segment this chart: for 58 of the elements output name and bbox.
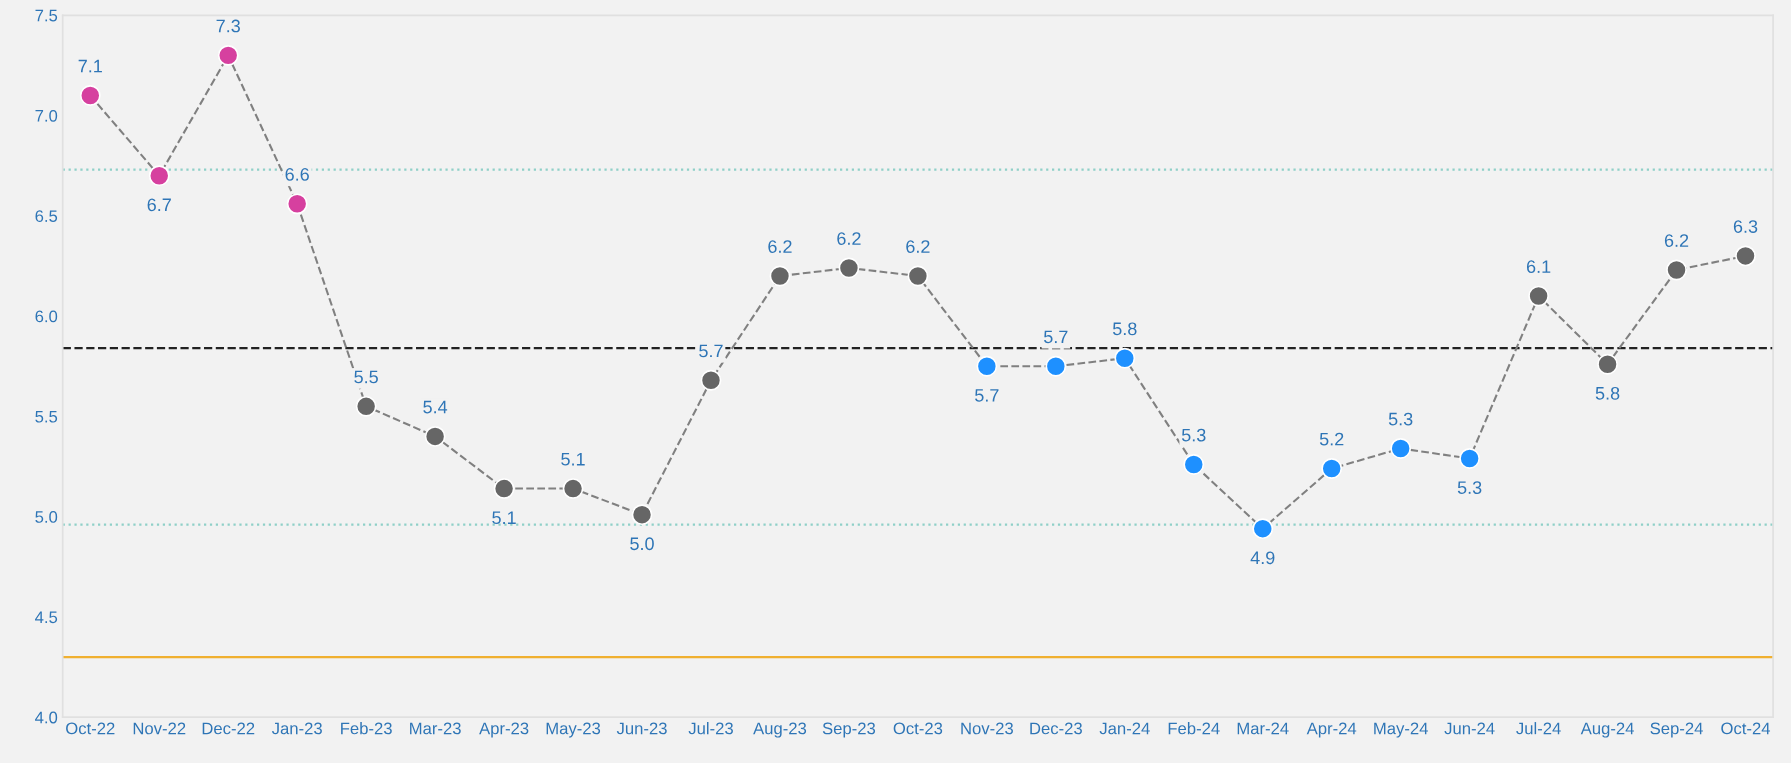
y-tick-label: 6.5 (35, 210, 58, 223)
x-tick-label: Apr-23 (479, 722, 529, 738)
data-label: 5.3 (1457, 481, 1482, 494)
data-label: 6.2 (906, 240, 930, 253)
data-label: 6.7 (147, 198, 171, 212)
x-tick-label: Sep-24 (1650, 722, 1703, 738)
x-tick-label: Sep-23 (822, 722, 876, 738)
x-tick-label: Oct-23 (893, 722, 943, 735)
x-tick-label: Jul-23 (688, 722, 733, 735)
data-label: 6.1 (1526, 260, 1551, 274)
y-tick-label: 5.0 (35, 511, 58, 523)
x-tick-label: Jul-24 (1516, 722, 1561, 735)
x-tick-label: May-24 (1374, 722, 1428, 738)
y-tick-label: 4.0 (35, 711, 58, 724)
y-tick-label: 5.5 (35, 410, 58, 423)
data-label: 6.6 (285, 167, 309, 181)
x-tick-label: Jun-23 (616, 722, 667, 735)
data-label: 7.1 (78, 59, 102, 73)
x-tick-label: Mar-23 (410, 722, 461, 735)
data-label: 5.7 (699, 344, 723, 358)
data-label: 5.8 (1112, 322, 1137, 336)
data-label: 5.2 (1319, 432, 1344, 446)
data-label: 5.4 (423, 400, 448, 414)
data-label: 5.1 (492, 511, 516, 525)
data-label: 6.2 (1664, 234, 1689, 247)
x-tick-label: Nov-23 (961, 722, 1013, 735)
x-tick-label: Jan-24 (1099, 722, 1150, 735)
y-tick-label: 6.0 (35, 310, 58, 323)
x-tick-label: Mar-24 (1237, 722, 1289, 735)
x-tick-label: Feb-23 (341, 722, 392, 735)
x-tick-label: Jun-24 (1444, 722, 1495, 735)
y-tick-label: 7.0 (35, 109, 58, 122)
x-tick-label: Oct-24 (1721, 722, 1771, 735)
x-tick-label: Aug-24 (1580, 722, 1634, 738)
data-label: 5.0 (630, 537, 654, 551)
x-tick-label: Nov-22 (133, 722, 186, 735)
x-tick-label: May-23 (546, 722, 601, 738)
data-label: 5.7 (975, 389, 999, 402)
data-label: 5.3 (1181, 428, 1206, 442)
x-tick-label: Apr-24 (1306, 722, 1357, 738)
data-label: 6.2 (768, 240, 792, 253)
data-label: 5.5 (354, 370, 378, 384)
data-label: 4.9 (1250, 551, 1275, 565)
data-label: 6.3 (1733, 220, 1758, 233)
x-tick-label: Oct-22 (66, 722, 115, 735)
data-label: 5.7 (1044, 330, 1068, 344)
y-tick-label: 4.5 (35, 611, 58, 624)
data-label: 7.3 (216, 19, 240, 33)
x-tick-label: Dec-23 (1030, 722, 1082, 735)
data-label: 5.3 (1388, 412, 1413, 426)
x-tick-label: Feb-24 (1168, 722, 1220, 735)
x-tick-label: Dec-22 (202, 722, 255, 735)
y-tick-label: 7.5 (35, 9, 58, 22)
data-label: 6.2 (837, 232, 861, 245)
x-tick-label: Aug-23 (753, 722, 807, 738)
data-label: 5.1 (561, 452, 585, 466)
data-label: 5.8 (1595, 386, 1620, 400)
x-tick-label: Jan-23 (271, 722, 322, 735)
